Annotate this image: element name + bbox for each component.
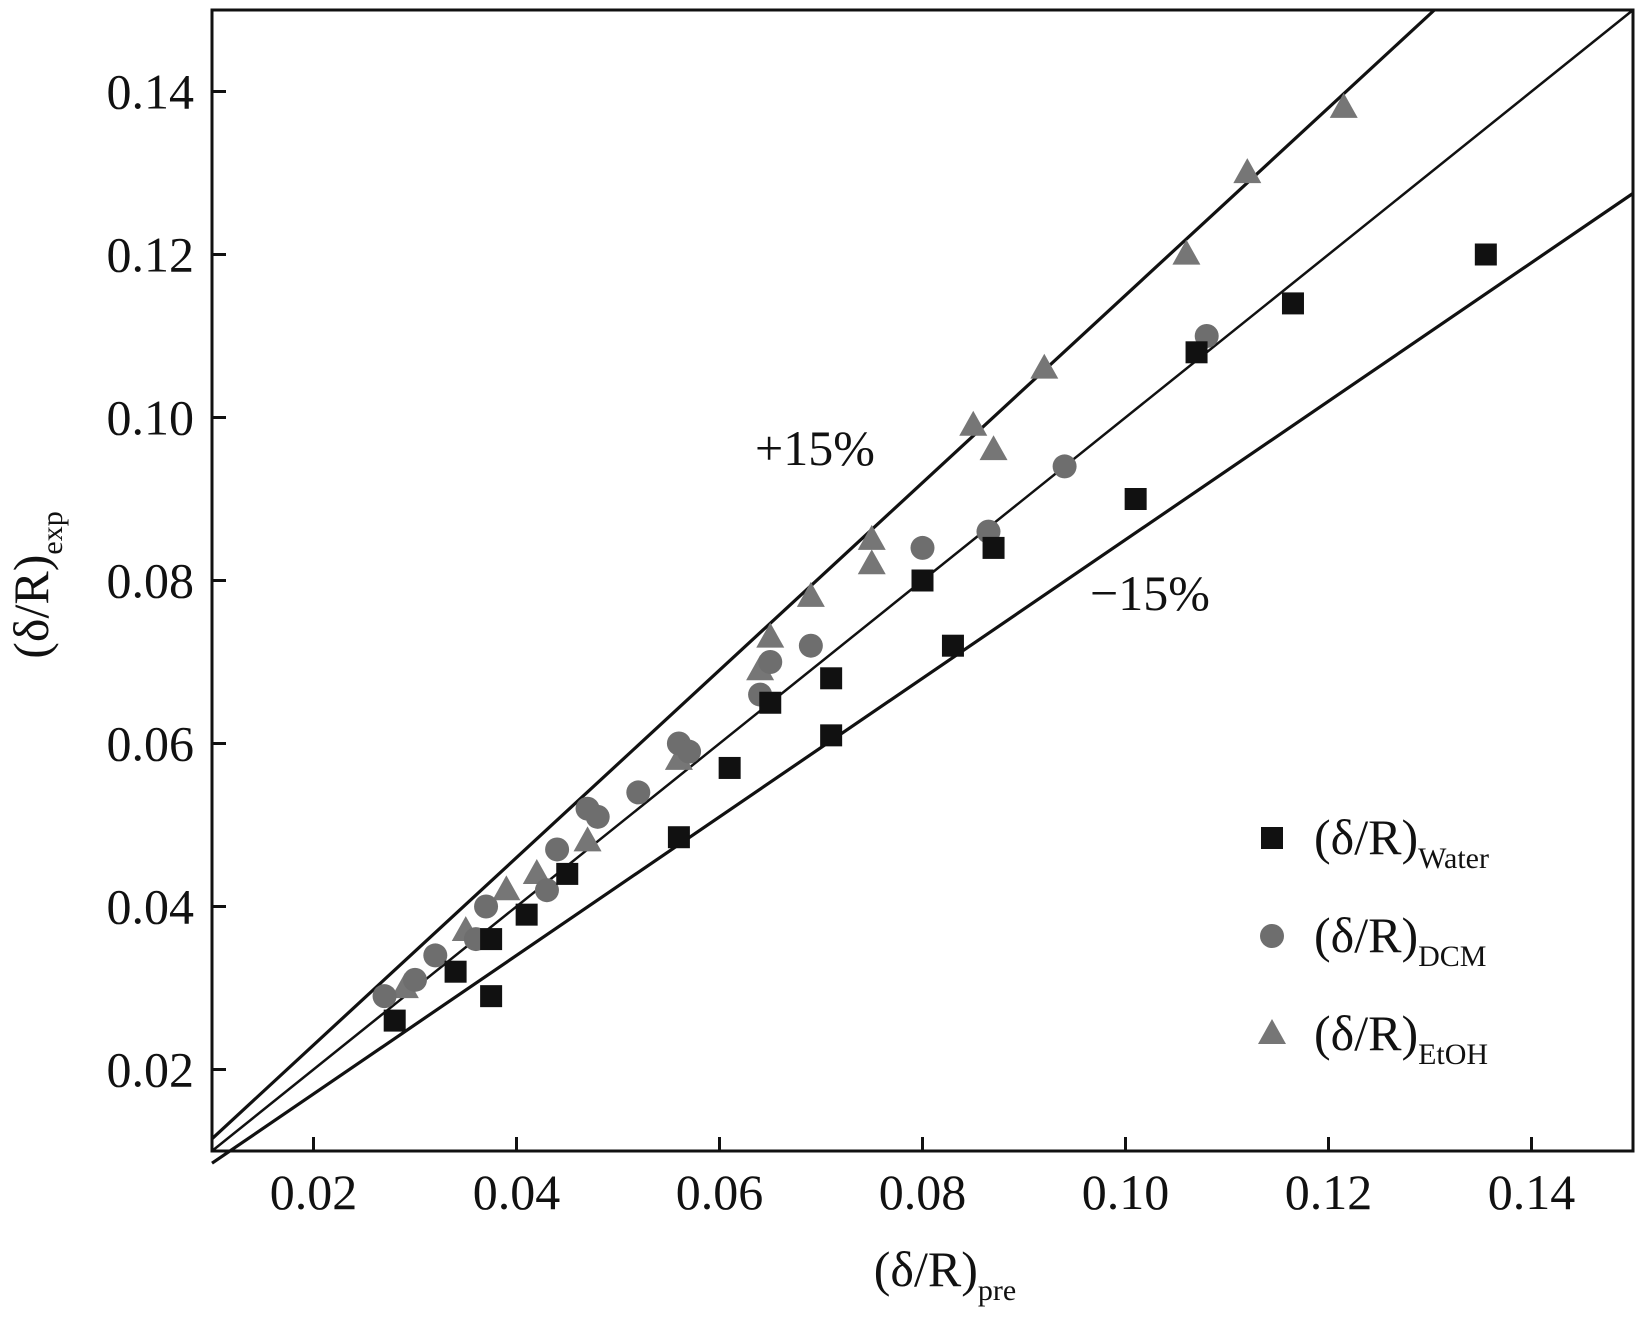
square-marker bbox=[667, 826, 690, 849]
x-tick-label: 0.08 bbox=[879, 1164, 967, 1220]
circle-marker bbox=[626, 780, 651, 805]
y-axis-title: (δ/R)exp bbox=[3, 511, 69, 658]
square-marker bbox=[820, 667, 843, 690]
legend-item-water: (δ/R)Water bbox=[1261, 809, 1489, 875]
y-tick-label: 0.06 bbox=[107, 716, 195, 772]
circle-marker bbox=[423, 943, 448, 968]
triangle-marker bbox=[522, 859, 551, 884]
y-tick-label: 0.10 bbox=[107, 390, 195, 446]
legend-label-etoh: (δ/R)EtOH bbox=[1314, 1005, 1488, 1071]
triangle-marker bbox=[573, 826, 602, 852]
legend-label-dcm-sub: DCM bbox=[1418, 940, 1486, 973]
minus-15-annotation: −15% bbox=[1090, 565, 1210, 621]
circle-marker bbox=[758, 650, 783, 674]
square-marker bbox=[1281, 292, 1304, 315]
circle-marker bbox=[534, 878, 559, 903]
legend-label-water: (δ/R)Water bbox=[1314, 809, 1489, 875]
square-marker bbox=[383, 1009, 406, 1032]
minus-15-line bbox=[211, 192, 1634, 1165]
y-axis-title-sub: exp bbox=[36, 511, 69, 554]
square-marker bbox=[941, 634, 964, 657]
square-marker bbox=[759, 691, 782, 714]
x-axis-title-sub: pre bbox=[978, 1274, 1016, 1307]
triangle-marker bbox=[959, 410, 988, 436]
square-marker bbox=[1185, 341, 1208, 364]
series-dcm bbox=[372, 324, 1219, 1009]
x-axis-ticks: 0.02 0.04 0.06 0.08 0.10 0.12 0.14 bbox=[270, 1137, 1576, 1220]
square-marker bbox=[1474, 243, 1497, 266]
circle-marker bbox=[403, 967, 427, 992]
legend-label-etoh-sub: EtOH bbox=[1418, 1038, 1488, 1071]
y-tick-label: 0.02 bbox=[107, 1042, 195, 1098]
legend-circle-icon bbox=[1260, 924, 1284, 948]
triangle-marker bbox=[796, 581, 825, 607]
y-tick-label: 0.12 bbox=[107, 227, 195, 283]
legend: (δ/R)Water (δ/R)DCM (δ/R)EtOH bbox=[1258, 809, 1489, 1071]
circle-marker bbox=[798, 633, 823, 658]
circle-marker bbox=[474, 894, 499, 919]
plus-15-line bbox=[210, 8, 1436, 1140]
square-marker bbox=[556, 862, 579, 885]
triangle-marker bbox=[857, 549, 886, 575]
series-etoh bbox=[390, 92, 1358, 999]
y-tick-label: 0.08 bbox=[107, 553, 195, 609]
legend-item-etoh: (δ/R)EtOH bbox=[1258, 1005, 1488, 1071]
x-tick-label: 0.14 bbox=[1488, 1164, 1576, 1220]
square-marker bbox=[820, 724, 843, 747]
triangle-marker bbox=[1233, 158, 1262, 184]
triangle-marker bbox=[1329, 92, 1358, 118]
circle-marker bbox=[372, 984, 397, 1009]
legend-item-dcm: (δ/R)DCM bbox=[1260, 907, 1486, 973]
y-tick-label: 0.04 bbox=[107, 879, 195, 935]
x-tick-label: 0.04 bbox=[473, 1164, 561, 1220]
y-axis-ticks: 0.02 0.04 0.06 0.08 0.10 0.12 0.14 bbox=[107, 64, 226, 1098]
square-marker bbox=[480, 928, 503, 951]
triangle-marker bbox=[1172, 239, 1201, 265]
x-tick-label: 0.10 bbox=[1082, 1164, 1170, 1220]
circle-marker bbox=[677, 739, 702, 764]
triangle-marker bbox=[492, 875, 521, 901]
legend-square-icon bbox=[1261, 827, 1283, 849]
x-axis-title: (δ/R)pre bbox=[874, 1241, 1016, 1307]
legend-triangle-icon bbox=[1258, 1019, 1286, 1044]
square-marker bbox=[718, 756, 741, 779]
legend-label-etoh-main: (δ/R) bbox=[1314, 1005, 1418, 1061]
x-tick-label: 0.12 bbox=[1285, 1164, 1373, 1220]
x-axis-title-main: (δ/R) bbox=[874, 1241, 978, 1297]
square-marker bbox=[480, 985, 503, 1008]
circle-marker bbox=[1052, 454, 1077, 479]
triangle-marker bbox=[979, 435, 1008, 461]
circle-marker bbox=[910, 535, 935, 560]
circle-marker bbox=[545, 837, 570, 862]
triangle-marker bbox=[1030, 353, 1059, 379]
triangle-marker bbox=[857, 524, 886, 550]
triangle-marker bbox=[756, 622, 785, 648]
square-marker bbox=[444, 960, 467, 983]
square-marker bbox=[1124, 488, 1147, 510]
legend-label-water-sub: Water bbox=[1418, 842, 1489, 875]
square-marker bbox=[515, 903, 538, 926]
series-water bbox=[383, 243, 1497, 1032]
x-tick-label: 0.02 bbox=[270, 1164, 358, 1220]
plus-15-annotation: +15% bbox=[755, 420, 875, 476]
x-tick-label: 0.06 bbox=[676, 1164, 764, 1220]
legend-label-dcm: (δ/R)DCM bbox=[1314, 907, 1486, 973]
legend-label-water-main: (δ/R) bbox=[1314, 809, 1418, 865]
circle-marker bbox=[585, 804, 610, 829]
y-axis-title-main: (δ/R) bbox=[3, 555, 59, 659]
legend-label-dcm-main: (δ/R) bbox=[1314, 907, 1418, 963]
square-marker bbox=[911, 569, 934, 592]
data-points bbox=[372, 92, 1497, 1032]
y-tick-label: 0.14 bbox=[107, 64, 195, 120]
square-marker bbox=[982, 536, 1005, 559]
